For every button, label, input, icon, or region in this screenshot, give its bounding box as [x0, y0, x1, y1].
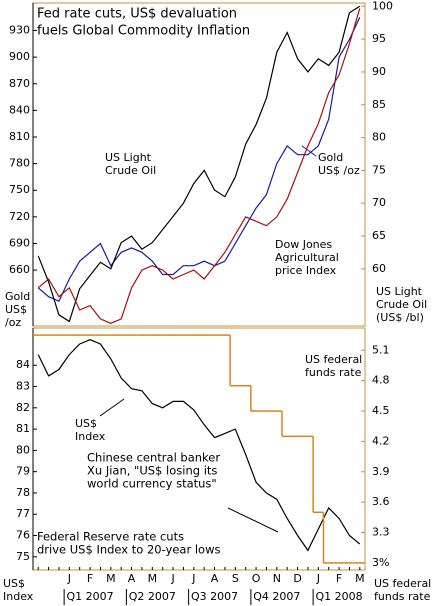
y2-tick-label: 3%	[372, 556, 389, 569]
pointer	[301, 145, 317, 157]
series-label: US federal	[305, 353, 362, 366]
pointer	[99, 398, 125, 417]
x-tick-label: F	[87, 572, 93, 585]
series-label: US$	[75, 417, 97, 430]
series-label: Crude Oil	[105, 164, 156, 177]
x-tick-label: A	[211, 572, 219, 585]
x-tick-label: J	[191, 572, 195, 585]
y-tick-label: 930	[9, 24, 30, 37]
y2-axis-label: funds rate	[374, 590, 431, 603]
y-tick-label: 660	[9, 263, 30, 276]
y2-tick-label: 4.5	[372, 404, 390, 417]
x-tick-label: A	[128, 572, 136, 585]
y2-tick-label: 85	[372, 98, 386, 111]
x-tick-label: J	[316, 572, 320, 585]
quarter-label: Q2 2007	[129, 590, 176, 603]
y2-tick-label: 70	[372, 196, 386, 209]
y2-axis-label: US Light	[376, 285, 423, 298]
quarter-label: Q1 2007	[66, 590, 113, 603]
y2-tick-label: 60	[372, 262, 386, 275]
series-line	[37, 339, 361, 552]
x-tick-label: M	[355, 572, 365, 585]
y-axis-label: US$	[3, 577, 25, 590]
annotation: Federal Reserve rate cuts	[37, 530, 184, 544]
series-line	[37, 16, 361, 302]
x-tick-label: N	[273, 572, 281, 585]
y-tick-label: 84	[16, 358, 30, 371]
series-label: price Index	[275, 264, 337, 277]
annotation: world currency status"	[87, 477, 217, 491]
y2-tick-label: 4.8	[372, 374, 390, 387]
series-line	[37, 8, 361, 324]
y-tick-label: 81	[16, 422, 30, 435]
y-tick-label: 870	[9, 77, 30, 90]
y2-tick-label: 3.6	[372, 495, 390, 508]
y-tick-label: 690	[9, 236, 30, 249]
y2-tick-label: 100	[372, 0, 393, 12]
x-tick-label: S	[232, 572, 239, 585]
x-tick-label: J	[67, 572, 71, 585]
y2-axis-label: US federal	[374, 577, 431, 590]
y-tick-label: 80	[16, 443, 30, 456]
y2-tick-label: 3.9	[372, 465, 390, 478]
y2-tick-label: 4.2	[372, 434, 390, 447]
y2-tick-label: 80	[372, 131, 386, 144]
x-tick-label: M	[148, 572, 158, 585]
quarter-label: Q3 2007	[191, 590, 238, 603]
y-tick-label: 780	[9, 157, 30, 170]
y-tick-label: 840	[9, 103, 30, 116]
y2-tick-label: 90	[372, 65, 386, 78]
y2-tick-label: 75	[372, 163, 386, 176]
quarter-label: Q4 2007	[253, 590, 300, 603]
series-label: funds rate	[305, 366, 362, 379]
series-label: Gold	[318, 151, 343, 164]
y2-tick-label: 95	[372, 32, 386, 45]
x-tick-label: O	[252, 572, 261, 585]
y-axis-label: Index	[3, 590, 34, 603]
y-axis-label: /oz	[5, 316, 21, 329]
annotation: Xu Jian, "US$ losing its	[87, 464, 217, 478]
x-tick-label: J	[170, 572, 174, 585]
y-tick-label: 78	[16, 486, 30, 499]
y-tick-label: 75	[16, 550, 30, 563]
series-line	[37, 5, 361, 323]
series-label: Dow Jones	[275, 238, 332, 251]
series-label: US$ /oz	[318, 164, 360, 177]
annotation: Chinese central banker	[87, 451, 220, 465]
series-label: US Light	[105, 151, 152, 164]
y-tick-label: 720	[9, 210, 30, 223]
y2-tick-label: 65	[372, 229, 386, 242]
chart-title: fuels Global Commodity Inflation	[37, 24, 250, 39]
y2-axis-label: Crude Oil	[376, 298, 427, 311]
y-axis-label: Gold	[5, 290, 30, 303]
y-tick-label: 750	[9, 183, 30, 196]
y-tick-label: 900	[9, 50, 30, 63]
annotation: drive US$ Index to 20-year lows	[37, 543, 220, 557]
y-tick-label: 79	[16, 465, 30, 478]
y-axis-label: US$	[5, 303, 27, 316]
chart-title: Fed rate cuts, US$ devaluation	[37, 7, 237, 22]
y-tick-label: 810	[9, 130, 30, 143]
x-tick-label: M	[106, 572, 116, 585]
series-label: Index	[75, 430, 106, 443]
y-tick-label: 83	[16, 380, 30, 393]
y2-tick-label: 5.1	[372, 343, 390, 356]
quarter-label: Q1 2008	[315, 590, 362, 603]
y-tick-label: 76	[16, 529, 30, 542]
x-tick-label: D	[293, 572, 301, 585]
pointer	[227, 507, 279, 533]
y2-axis-label: (US$ /bl)	[376, 311, 424, 324]
series-label: Agricultural	[275, 251, 339, 264]
y-tick-label: 77	[16, 507, 30, 520]
x-tick-label: F	[336, 572, 342, 585]
y-tick-label: 82	[16, 401, 30, 414]
y2-tick-label: 3.3	[372, 526, 390, 539]
